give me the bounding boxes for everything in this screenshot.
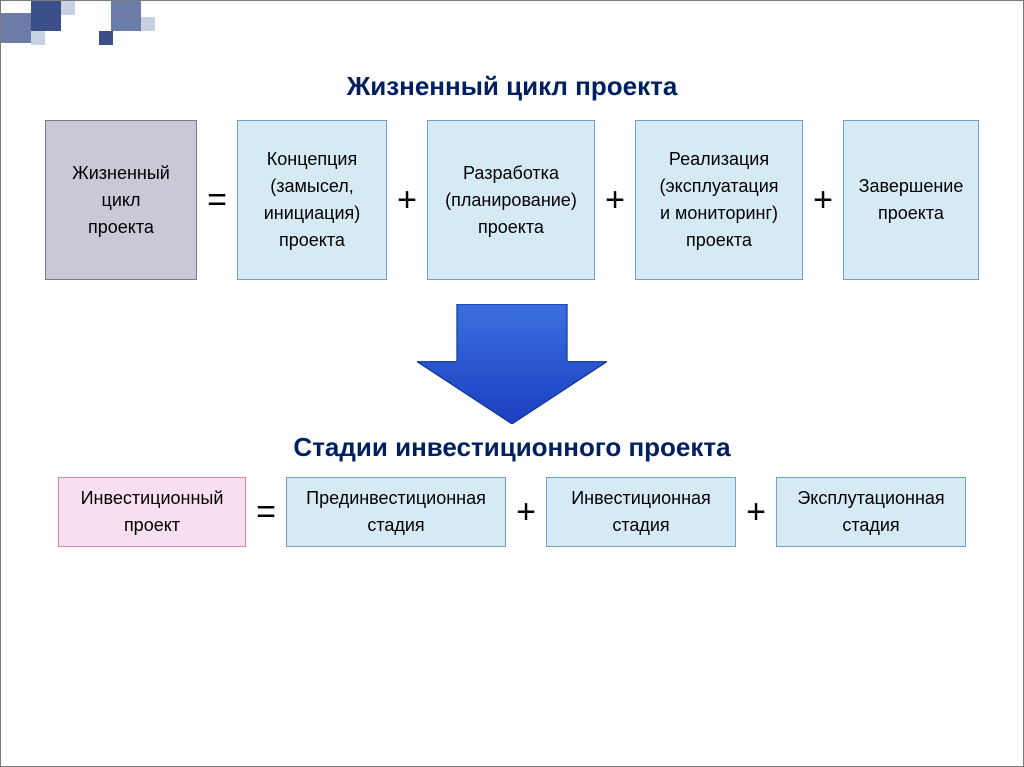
plus-operator: + <box>393 181 421 220</box>
deco-square <box>31 31 45 45</box>
plus-operator: + <box>742 493 770 532</box>
equation-box: Жизненныйциклпроекта <box>45 120 197 280</box>
plus-operator: + <box>809 181 837 220</box>
box-line: проекта <box>686 227 752 254</box>
box-line: проект <box>124 512 180 539</box>
box-line: стадия <box>842 512 899 539</box>
equals-operator: = <box>203 181 231 220</box>
stages-equation: Инвестиционныйпроект=Прединвестиционнаяс… <box>1 477 1023 547</box>
box-line: Инвестиционная <box>571 485 711 512</box>
equation-box: Концепция(замысел,инициация)проекта <box>237 120 387 280</box>
deco-square <box>1 13 31 43</box>
deco-square <box>141 17 155 31</box>
box-line: Инвестиционный <box>81 485 224 512</box>
down-arrow-wrap <box>1 304 1023 424</box>
deco-square <box>61 1 75 15</box>
box-line: Завершение <box>859 173 964 200</box>
box-line: проекта <box>478 214 544 241</box>
deco-square <box>111 1 141 31</box>
box-line: стадия <box>367 512 424 539</box>
box-line: Разработка <box>463 160 559 187</box>
plus-operator: + <box>512 493 540 532</box>
box-line: (эксплуатация <box>659 173 778 200</box>
box-line: инициация) <box>264 200 361 227</box>
equation-box: Инвестиционныйпроект <box>58 477 246 547</box>
corner-decoration <box>1 1 181 51</box>
box-line: Жизненный <box>72 160 170 187</box>
box-line: стадия <box>612 512 669 539</box>
plus-operator: + <box>601 181 629 220</box>
box-line: проекта <box>279 227 345 254</box>
equation-box: Завершениепроекта <box>843 120 979 280</box>
deco-square <box>31 1 61 31</box>
box-line: Реализация <box>669 146 769 173</box>
deco-square <box>99 31 113 45</box>
equals-operator: = <box>252 493 280 532</box>
box-line: (замысел, <box>270 173 354 200</box>
box-line: Концепция <box>267 146 357 173</box>
title-lifecycle: Жизненный цикл проекта <box>1 71 1023 102</box>
down-arrow-icon <box>417 304 607 424</box>
box-line: цикл <box>102 187 141 214</box>
equation-box: Инвестиционнаястадия <box>546 477 736 547</box>
box-line: (планирование) <box>445 187 577 214</box>
title-stages: Стадии инвестиционного проекта <box>1 432 1023 463</box>
box-line: проекта <box>878 200 944 227</box>
box-line: и мониторинг) <box>660 200 778 227</box>
equation-box: Эксплутационнаястадия <box>776 477 966 547</box>
equation-box: Прединвестиционнаястадия <box>286 477 506 547</box>
equation-box: Реализация(эксплуатацияи мониторинг)прое… <box>635 120 803 280</box>
lifecycle-equation: Жизненныйциклпроекта=Концепция(замысел,и… <box>1 120 1023 280</box>
equation-box: Разработка(планирование)проекта <box>427 120 595 280</box>
box-line: Эксплутационная <box>797 485 944 512</box>
box-line: проекта <box>88 214 154 241</box>
box-line: Прединвестиционная <box>306 485 486 512</box>
